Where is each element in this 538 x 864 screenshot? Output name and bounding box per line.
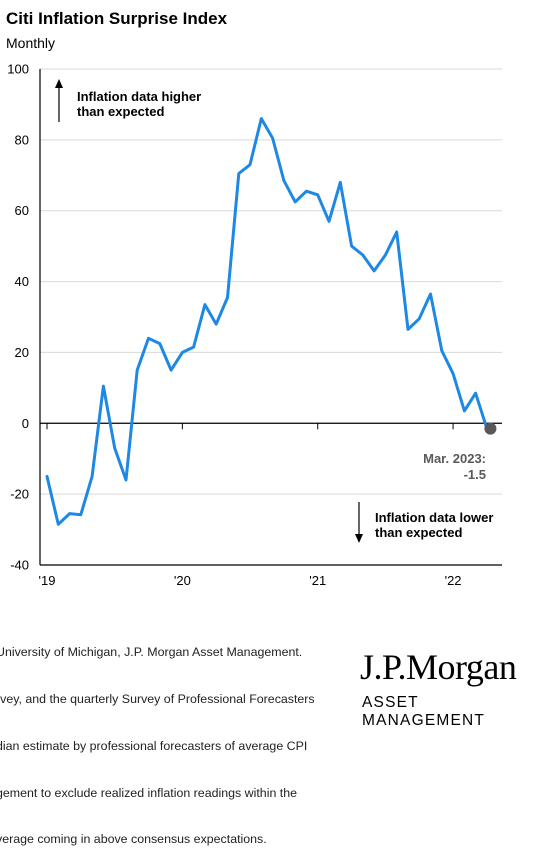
y-tick-labels: 100 80 60 40 20 0 -20 -40 [7, 62, 29, 573]
x-tick-label: '21 [309, 573, 326, 588]
footnote-line: dian estimate by professional forecaster… [0, 738, 308, 753]
end-label-value: -1.5 [464, 467, 486, 482]
y-tick-label: 100 [7, 62, 29, 77]
asset-management-label: ASSET MANAGEMENT [362, 694, 486, 729]
annotation-up-line2: than expected [77, 104, 164, 119]
up-arrow-icon [55, 79, 63, 122]
y-tick-label: 20 [15, 345, 29, 360]
x-tick-labels: '19 '20 '21 '22 [39, 573, 462, 588]
annotation-down-line1: Inflation data lower [375, 510, 493, 525]
jpmorgan-logo: J.P.Morgan [360, 647, 517, 687]
gridlines [40, 68, 502, 495]
chart-title: Citi Inflation Surprise Index [6, 9, 228, 28]
end-label-date: Mar. 2023: [423, 451, 486, 466]
y-tick-label: 40 [15, 274, 29, 289]
axes [39, 69, 502, 566]
end-point-marker [484, 422, 497, 435]
series-line [45, 117, 489, 526]
annotation-down-line2: than expected [375, 525, 462, 540]
line-chart: 100 80 60 40 20 0 -20 -40 '19 '20 '21 '22 Inflatio… [7, 62, 502, 588]
y-tick-label: -40 [10, 558, 29, 573]
footnote-line: gement to exclude realized inflation rea… [0, 785, 297, 800]
x-tick-label: '22 [445, 573, 462, 588]
y-tick-label: 60 [15, 203, 29, 218]
series [45, 117, 497, 526]
footnote-line: University of Michigan, J.P. Morgan Asse… [0, 645, 303, 660]
y-tick-label: 0 [22, 416, 29, 431]
chart-subtitle: Monthly [6, 35, 56, 51]
footnote-line: verage coming in above consensus expecta… [0, 832, 267, 847]
y-tick-label: -20 [10, 487, 29, 502]
y-tick-label: 80 [15, 132, 29, 147]
down-arrow-icon [355, 502, 363, 543]
annotation-up-line1: Inflation data higher [77, 89, 201, 104]
footnote-line: rvey, and the quarterly Survey of Profes… [0, 691, 315, 706]
x-tick-label: '20 [174, 573, 191, 588]
x-tick-label: '19 [39, 573, 56, 588]
footnote: University of Michigan, J.P. Morgan Asse… [0, 614, 346, 864]
